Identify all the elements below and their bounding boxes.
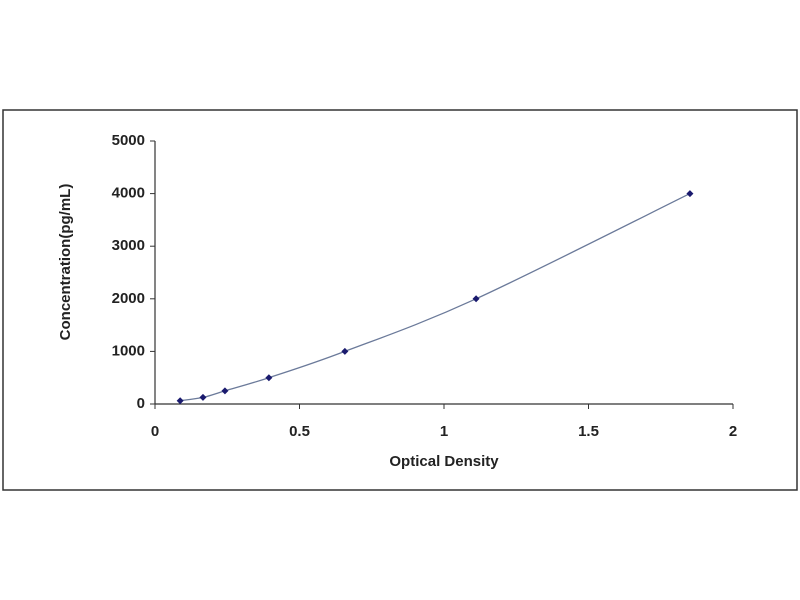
y-tick-label: 1000	[112, 342, 145, 359]
data-point	[221, 387, 229, 395]
y-tick-label: 4000	[112, 185, 145, 202]
data-point	[341, 347, 349, 355]
y-tick-label: 3000	[112, 237, 145, 254]
x-tick-label: 1.5	[578, 423, 599, 440]
y-tick-label: 5000	[112, 132, 145, 149]
y-axis-label: Concentration(pg/mL)	[57, 184, 74, 341]
data-point	[199, 393, 207, 401]
y-tick-label: 0	[137, 395, 145, 412]
x-tick-label: 2	[729, 423, 737, 440]
x-tick-label: 1	[440, 423, 448, 440]
data-point	[686, 190, 694, 198]
chart-frame	[2, 109, 798, 491]
data-point	[265, 374, 273, 382]
data-point	[472, 295, 480, 303]
fit-line	[180, 193, 691, 402]
data-point	[176, 397, 184, 405]
x-tick-label: 0.5	[289, 423, 310, 440]
x-axis-label: Optical Density	[389, 453, 499, 470]
y-tick-label: 2000	[112, 290, 145, 307]
x-tick-label: 0	[151, 423, 159, 440]
